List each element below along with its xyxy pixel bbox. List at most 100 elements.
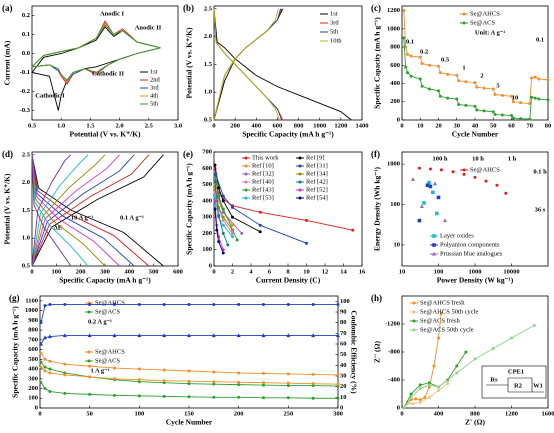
marker [162,303,166,307]
marker [231,235,234,239]
marker [519,101,523,105]
y-tick-label: 600 [390,62,400,69]
circuit-inset [481,365,547,399]
marker [298,172,302,176]
y-tick-label: -0.3 [20,107,31,114]
marker [493,113,497,117]
marker [423,396,427,399]
x-axis-label: Cycle Number [166,418,213,427]
marker [237,380,241,384]
marker [418,398,422,402]
x-tick-label: 500 [149,268,159,275]
marker [48,359,52,363]
panel-label: (g) [9,293,20,303]
y-tick-label: 400 [390,80,400,87]
annotation: Rs [490,376,498,383]
marker [417,166,421,170]
marker [493,92,497,96]
y-tick-label: 700 [202,148,212,155]
x-tick-label: 1200 [334,122,347,129]
y-axis-label: Z'' (Ω) [373,340,382,363]
marker [162,394,166,398]
legend-label: Polyanion components [440,241,500,248]
annotation: 0.1 [536,36,544,43]
annotation: 0.1 h [533,168,547,175]
annotation: Anodic I [100,10,124,17]
marker [63,362,67,366]
y-tick-label: 200 [390,98,400,105]
marker [286,372,290,376]
x-tick-label: 1.5 [86,122,95,129]
x-tick-label: 1.0 [57,122,65,129]
x-axis-label: Specific Capacity (mA h g⁻¹) [242,130,334,139]
y2-tick-label: 70 [340,330,347,337]
marker [137,367,141,371]
marker [221,207,225,211]
y-tick-label: 100 [28,395,38,402]
marker [213,196,217,200]
panel: (d) 0 100 200 300 400 500 600 0.5 1.0 1.5 2.0 2.5 Spe… [2,149,183,285]
y-tick-label: 0 [209,262,212,269]
legend-label: Se@AHCS fresh [420,299,465,306]
x-tick-label: 0 [212,122,215,129]
marker [546,78,550,82]
x-tick-label: 0 [400,410,403,417]
marker [43,304,47,308]
marker [464,80,468,84]
x-tick-label: 2 [231,268,234,275]
x-tick-label: 0 [212,268,215,275]
legend-label: Se@AHCS 50th cycle [420,308,478,315]
marker [258,210,262,214]
y-tick-label: 1.0 [22,235,30,242]
y-tick-label: 2.5 [22,151,31,158]
x-tick-label: 8 [286,268,290,275]
series-line [31,154,135,267]
marker [432,251,436,256]
y-tick-label: 1100 [25,297,38,304]
y2-tick-label: 0 [340,404,343,411]
x-tick-label: 800 [294,122,304,129]
marker [221,231,225,235]
y-tick-label: 1.0 [204,89,212,96]
marker [231,215,234,219]
marker [311,382,315,386]
marker [244,156,248,160]
marker [410,177,415,181]
marker [236,333,241,338]
legend-label: Ref [32] [252,170,274,177]
legend-label: Se@AHCS [95,348,125,355]
marker [530,95,534,99]
marker [221,218,225,222]
marker [113,366,116,370]
legend-label: Layer oxides [440,232,474,239]
marker [286,384,290,388]
annotation: 0.5 [441,56,450,63]
panel: (h) 0 400 800 1200 1600 -1200 -800 -400 0 Z' (Ω) Z'… [371,293,554,427]
marker [475,85,479,89]
marker [404,45,408,49]
marker [422,201,426,205]
annotation: 100 h [433,155,448,162]
marker [439,312,443,315]
y-tick-label: 900 [28,317,38,324]
marker [48,367,52,371]
legend-label: Se@ACS [95,357,121,364]
marker [510,336,513,340]
annotation: 1 A g⁻¹ [90,367,109,374]
x-tick-label: 400 [434,410,444,417]
marker [437,89,440,93]
marker [473,104,477,108]
series-line [403,325,535,409]
y-tick-label: -800 [388,348,400,355]
marker [221,199,225,203]
legend-label: Ref [9] [306,154,325,161]
marker [187,303,191,307]
marker [428,167,432,171]
marker [431,190,435,195]
annotation: Unit: A g⁻¹ [475,29,505,36]
marker [482,109,486,113]
legend-label: 4th [150,92,159,99]
inset-box [481,365,547,399]
marker [262,396,265,400]
y-tick-label: 2.0 [204,33,212,40]
